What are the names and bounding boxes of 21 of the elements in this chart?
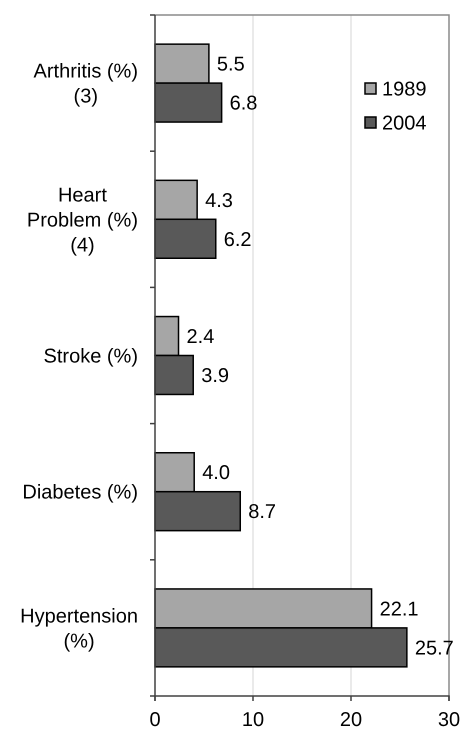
x-tick-label: 30 xyxy=(438,709,460,732)
data-label: 2.4 xyxy=(186,326,214,348)
y-tick-label: Stroke (%) xyxy=(44,346,138,368)
legend-label: 2004 xyxy=(382,112,426,134)
data-label: 25.7 xyxy=(414,637,454,660)
data-label: 22.1 xyxy=(380,598,419,620)
x-tick-label: 10 xyxy=(242,709,264,732)
y-tick-label: Heart Problem (%) (4) xyxy=(26,184,138,256)
data-label: 6.2 xyxy=(224,228,252,251)
data-label: 4.0 xyxy=(202,462,230,484)
data-label: 3.9 xyxy=(201,364,230,387)
data-label: 4.3 xyxy=(205,190,233,212)
data-label: 6.8 xyxy=(230,92,258,115)
data-label: 8.7 xyxy=(248,501,276,524)
y-tick-label: Arthritis (%) (3) xyxy=(34,60,138,108)
y-tick-label: Hypertension (%) xyxy=(20,605,138,652)
data-label: 5.5 xyxy=(216,54,245,76)
legend-label: 1989 xyxy=(382,78,426,100)
x-tick-label: 20 xyxy=(340,709,362,732)
x-tick-label: 0 xyxy=(149,709,161,732)
y-tick-label: Diabetes (%) xyxy=(22,482,138,504)
